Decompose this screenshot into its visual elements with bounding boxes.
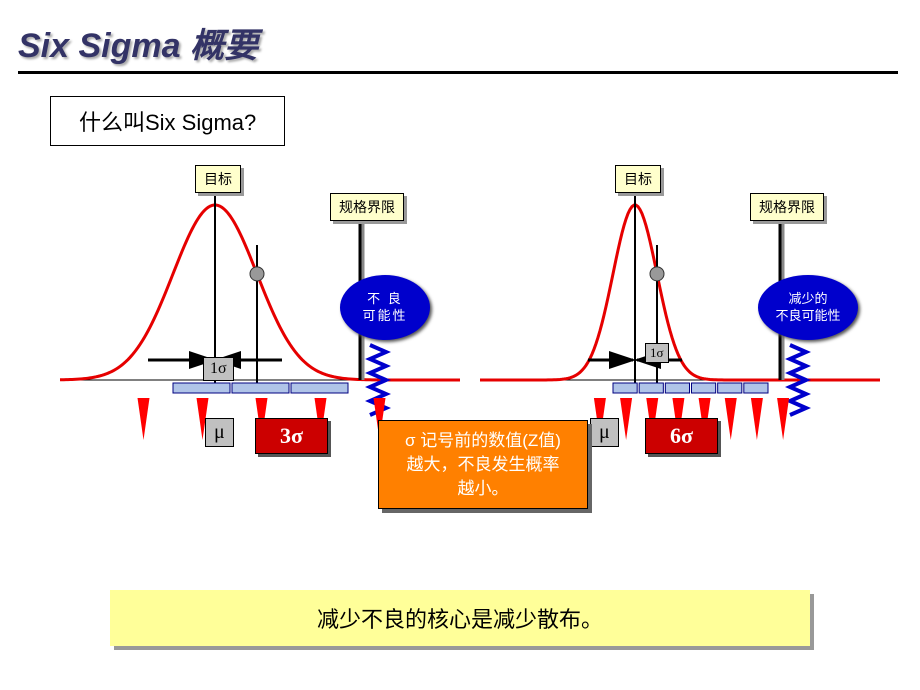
page-title: Six Sigma 概要 bbox=[18, 27, 258, 65]
defect-bubble-left: 不 良 可能性 bbox=[340, 275, 430, 340]
defect-bubble-right: 减少的 不良可能性 bbox=[758, 275, 858, 340]
sigma-value-left: 3σ bbox=[255, 418, 328, 454]
orange-note: σ 记号前的数值(Z值) 越大，不良发生概率 越小。 bbox=[378, 420, 588, 509]
title-container: Six Sigma 概要 bbox=[18, 18, 898, 74]
one-sigma-left: 1σ bbox=[203, 357, 234, 381]
target-label-left: 目标 bbox=[195, 165, 241, 193]
subtitle: 什么叫Six Sigma? bbox=[79, 110, 256, 135]
mu-left: μ bbox=[205, 418, 234, 447]
one-sigma-right: 1σ bbox=[645, 343, 669, 363]
bottom-banner: 减少不良的核心是减少散布。 bbox=[110, 590, 810, 646]
bubble-text-left: 不 良 可能性 bbox=[362, 291, 407, 325]
orange-note-text: σ 记号前的数值(Z值) 越大，不良发生概率 越小。 bbox=[405, 431, 561, 498]
spec-label-right: 规格界限 bbox=[750, 193, 824, 221]
bubble-text-right: 减少的 不良可能性 bbox=[775, 291, 840, 325]
mu-right: μ bbox=[590, 418, 619, 447]
target-label-right: 目标 bbox=[615, 165, 661, 193]
subtitle-container: 什么叫Six Sigma? bbox=[50, 96, 285, 146]
sigma-value-right: 6σ bbox=[645, 418, 718, 454]
banner-text: 减少不良的核心是减少散布。 bbox=[317, 607, 603, 632]
spec-label-left: 规格界限 bbox=[330, 193, 404, 221]
